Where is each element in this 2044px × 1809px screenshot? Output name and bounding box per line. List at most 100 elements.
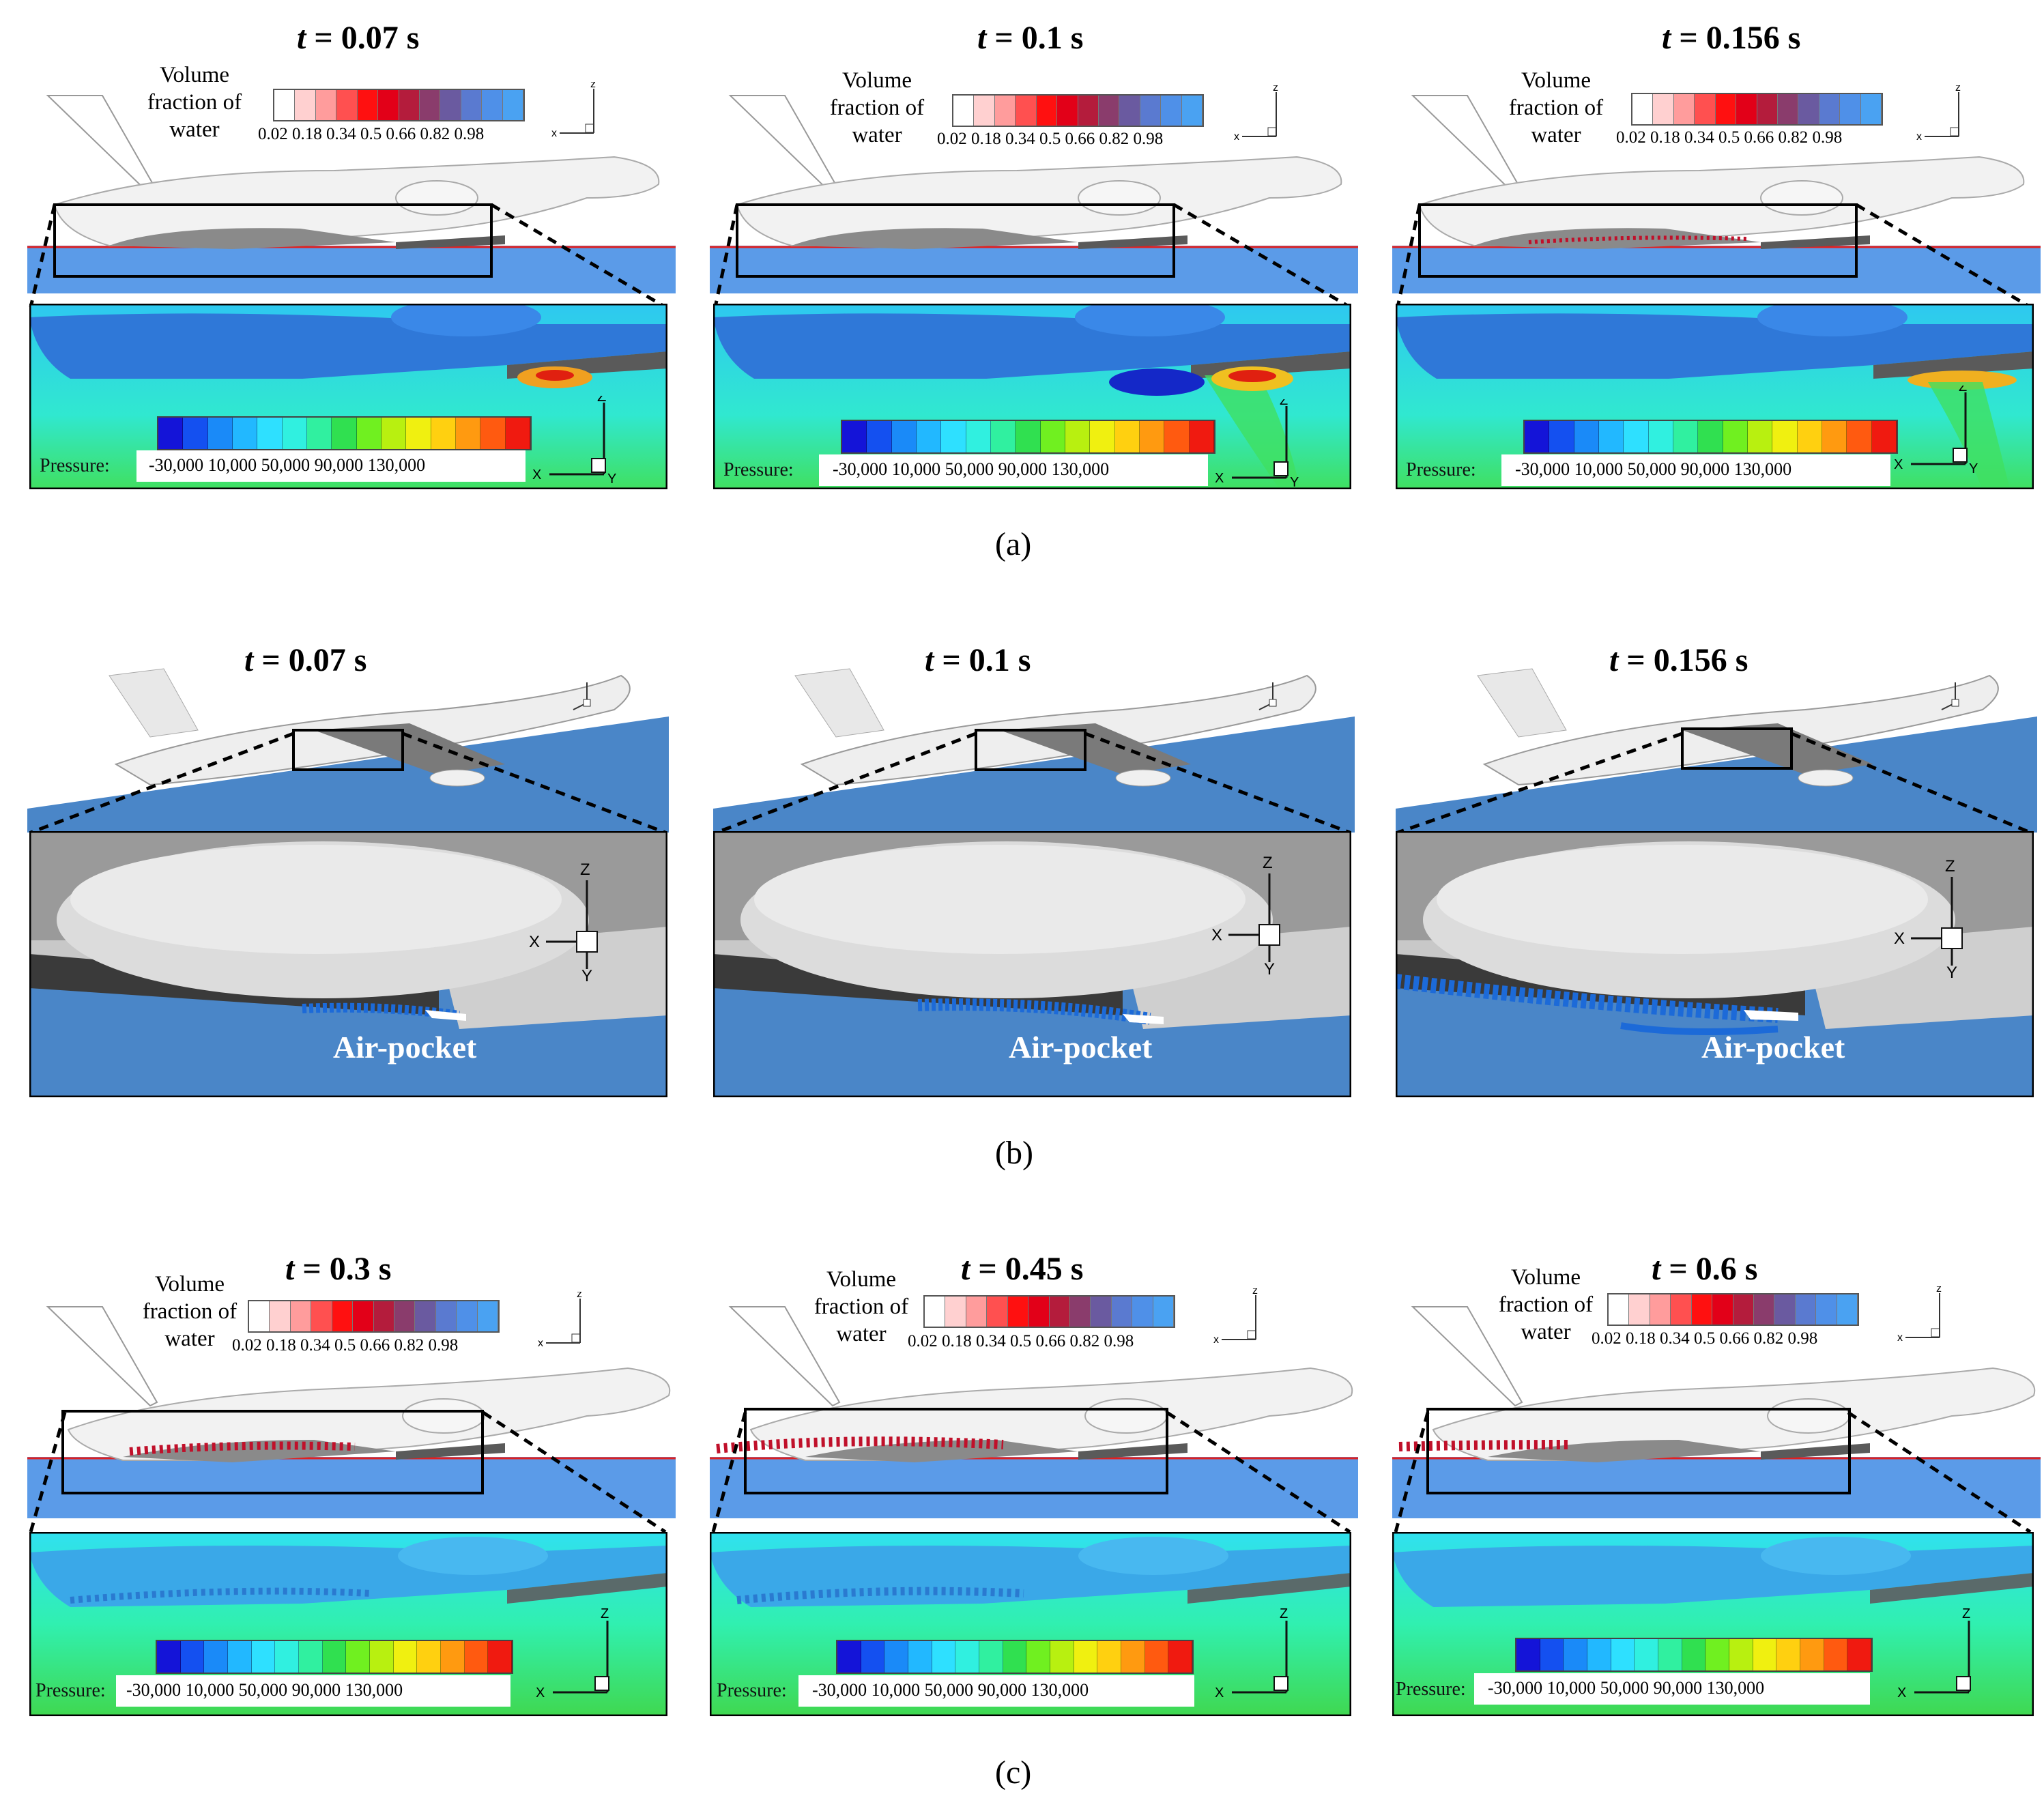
pressure-color-swatch (1776, 1639, 1801, 1670)
pressure-color-swatch (1516, 1639, 1540, 1670)
panel-b2-air-pocket-label: Air-pocket (1009, 1030, 1153, 1065)
svg-text:z: z (1955, 85, 1961, 93)
pressure-color-swatch (1648, 421, 1673, 452)
panel-a1-pressure-tick-box (136, 450, 526, 482)
pressure-color-swatch (990, 421, 1016, 452)
panel-c2-vf-title: Volume fraction of water (814, 1267, 909, 1346)
pressure-color-swatch (1747, 421, 1773, 452)
pressure-color-swatch (1050, 1641, 1074, 1673)
vf-color-swatch (974, 96, 995, 126)
panel-c1-pressure-colorbar (156, 1640, 513, 1674)
svg-text:Y: Y (1946, 964, 1957, 979)
vf-color-swatch (1736, 94, 1757, 124)
panel-a3-vf-colorbar (1631, 93, 1883, 126)
panel-a3-pressure-ticks: -30,000 10,000 50,000 90,000 130,000 (1515, 459, 1792, 479)
pressure-color-swatch (251, 1641, 276, 1673)
pressure-color-swatch (1658, 1639, 1682, 1670)
pressure-color-swatch (1574, 421, 1599, 452)
pressure-color-swatch (275, 1641, 300, 1673)
panel-a1-vf-colorbar (273, 89, 525, 121)
panel-a3-vf-title: Volume fraction of water (1508, 68, 1604, 147)
svg-text:Z: Z (1945, 857, 1955, 875)
pressure-color-swatch (417, 1641, 442, 1673)
caption-a: (a) (995, 526, 1032, 562)
vf-color-swatch (1111, 1297, 1133, 1327)
svg-text:x: x (1213, 1334, 1219, 1346)
panel-a3-overview (1392, 95, 2041, 293)
vf-color-swatch (315, 90, 337, 120)
pressure-color-swatch (441, 1641, 465, 1673)
pressure-color-swatch (861, 1641, 885, 1673)
pressure-color-swatch (1074, 1641, 1098, 1673)
pressure-color-swatch (941, 421, 966, 452)
pressure-color-swatch (932, 1641, 956, 1673)
pressure-color-swatch (1168, 1641, 1193, 1673)
panel-a3-axis-triad-icon: zx (1916, 85, 1961, 143)
pressure-color-swatch (867, 421, 892, 452)
panel-c3-time-title: t = 0.6 s (1652, 1251, 1758, 1287)
pressure-color-swatch (346, 1641, 371, 1673)
pressure-color-swatch (1145, 1641, 1169, 1673)
vf-color-swatch (1016, 96, 1037, 126)
panel-c1-pressure-ticks: -30,000 10,000 50,000 90,000 130,000 (126, 1680, 403, 1700)
pressure-color-swatch (1016, 421, 1041, 452)
vf-color-swatch (332, 1301, 354, 1331)
panel-b2-zoom-axis-icon: Z X Y (1211, 854, 1280, 976)
panel-c1-axis-triad-icon: zx (538, 1292, 582, 1349)
panel-c2-vf-colorbar (923, 1295, 1175, 1328)
vf-color-swatch (502, 90, 524, 120)
panel-a1-pressure-colorbar (157, 416, 532, 450)
vf-color-swatch (378, 90, 399, 120)
panel-a2-pressure-contour (713, 304, 1351, 489)
svg-text:X: X (532, 467, 541, 482)
vf-color-swatch (357, 90, 379, 120)
vf-color-swatch (1650, 1294, 1671, 1325)
svg-text:X: X (1894, 929, 1905, 948)
vf-color-swatch (1629, 1294, 1650, 1325)
panel-b1-air-pocket-label: Air-pocket (333, 1030, 477, 1065)
panel-b3-air-pocket-label: Air-pocket (1701, 1030, 1845, 1065)
panel-a3-pressure-tick-box (1501, 454, 1890, 486)
vf-color-swatch (1028, 1297, 1050, 1327)
vf-color-swatch (1181, 96, 1203, 126)
svg-text:Y: Y (1969, 461, 1978, 474)
panel-a3-pressure-contour (1396, 304, 2034, 489)
panel-b2-time-title: t = 0.1 s (925, 642, 1031, 678)
svg-text:x: x (551, 128, 557, 139)
pressure-color-swatch (228, 1641, 252, 1673)
vf-color-swatch (1036, 96, 1058, 126)
panel-a2-pressure-label: Pressure: (723, 459, 794, 480)
panel-c1-pressure-tick-box (116, 1675, 510, 1707)
pressure-color-swatch (1065, 421, 1091, 452)
vf-color-swatch (336, 90, 358, 120)
pressure-color-swatch (1040, 421, 1065, 452)
vf-color-swatch (482, 90, 503, 120)
panel-c3-pressure-colorbar (1515, 1638, 1873, 1672)
vf-color-swatch (353, 1301, 374, 1331)
panel-c1-pressure-axis-icon: ZX (536, 1607, 609, 1701)
pressure-color-swatch (207, 418, 233, 449)
pressure-color-swatch (1525, 421, 1550, 452)
pressure-color-swatch (381, 418, 407, 449)
pressure-color-swatch (1753, 1639, 1777, 1670)
pressure-color-swatch (884, 1641, 909, 1673)
panel-a3-pressure-axis-icon: Z X Y (1894, 386, 1978, 474)
vf-color-swatch (1153, 1297, 1175, 1327)
pressure-color-swatch (204, 1641, 229, 1673)
panel-c2-pressure-ticks: -30,000 10,000 50,000 90,000 130,000 (812, 1680, 1089, 1700)
svg-text:Y: Y (607, 472, 616, 484)
vf-color-swatch (1140, 96, 1162, 126)
panel-a2-pressure-axis-icon: Z X Y (1215, 399, 1299, 488)
pressure-color-swatch (1847, 421, 1872, 452)
vf-color-swatch (419, 90, 441, 120)
panel-c1-vf-colorbar (248, 1300, 500, 1333)
pressure-color-swatch (1564, 1639, 1588, 1670)
vf-color-swatch (1132, 1297, 1153, 1327)
panel-a2-pressure-ticks: -30,000 10,000 50,000 90,000 130,000 (833, 459, 1110, 479)
pressure-color-swatch (966, 421, 991, 452)
panel-a2-vf-title: Volume fraction of water (829, 68, 925, 147)
panel-a2-time-title: t = 0.1 s (977, 20, 1084, 56)
pressure-color-swatch (1705, 1639, 1730, 1670)
vf-color-swatch (1860, 94, 1882, 124)
pressure-color-swatch (306, 418, 332, 449)
